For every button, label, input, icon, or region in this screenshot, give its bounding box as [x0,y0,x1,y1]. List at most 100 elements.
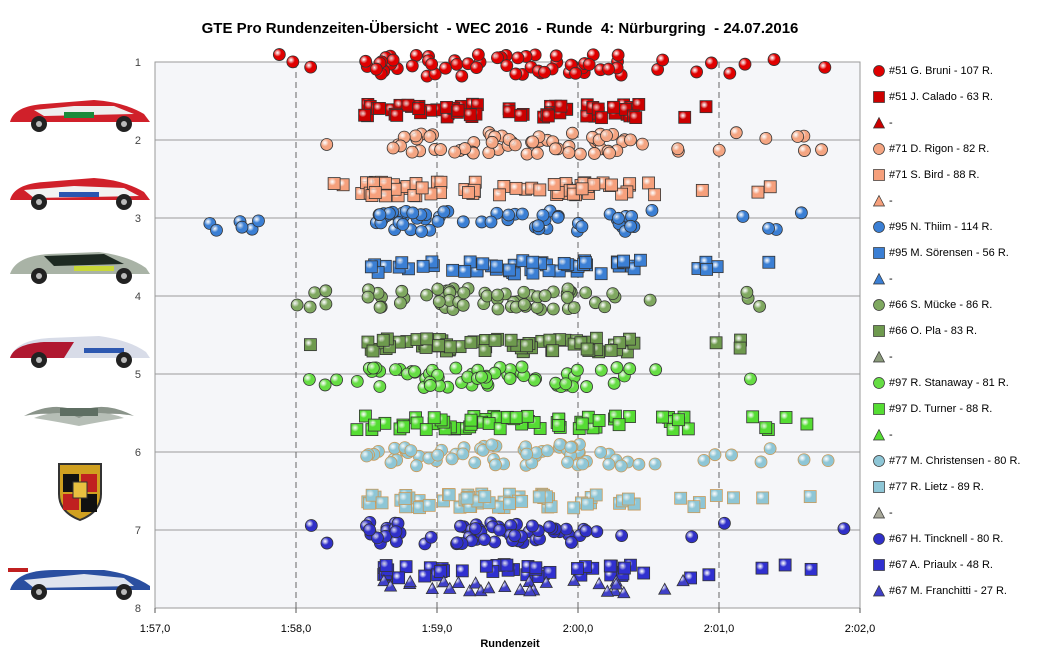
data-point [608,583,622,597]
data-point [439,61,452,75]
data-point [610,361,624,374]
data-point [509,411,523,425]
data-point [600,129,613,143]
data-point [794,206,808,220]
data-point [364,260,378,274]
data-point [515,360,529,374]
data-point [649,363,663,377]
data-point [386,141,400,155]
data-point [570,363,584,377]
data-point [442,488,456,502]
data-point [762,221,775,235]
data-point [420,288,434,302]
series-10-points [304,331,747,359]
legend-square-icon [873,559,885,571]
series-12-points [302,360,757,394]
data-point [594,445,608,459]
series-19-points [377,558,818,585]
data-point [803,490,817,504]
chart-title: GTE Pro Rundenzeiten-Übersicht - WEC 201… [201,20,799,37]
data-point [350,374,364,388]
series-7-points [364,253,776,281]
data-point [404,444,418,457]
data-point [434,565,447,578]
data-point [559,522,573,536]
data-point [457,286,471,300]
y-tick-label: 2 [135,135,141,147]
data-point [733,341,747,355]
data-point [320,138,334,151]
data-point [358,108,371,122]
data-point [272,48,286,61]
legend-entry: #97 R. Stanaway - 81 R. [872,375,1009,391]
y-tick-label: 5 [135,369,141,381]
legend-circle-icon [873,533,885,545]
data-point [759,421,773,435]
data-point [520,447,534,461]
data-point [470,61,483,74]
data-point [319,284,333,298]
legend-entry: - [872,115,893,131]
data-point [359,54,373,68]
data-point [320,536,334,550]
data-point [431,282,445,296]
data-point [479,559,493,573]
data-point [562,146,576,160]
data-point [736,210,750,223]
series-20-points [377,573,690,599]
data-point [557,256,571,270]
data-point [373,300,387,314]
data-point [419,423,433,436]
legend-entry: #66 O. Pla - 83 R. [872,323,977,339]
data-point [623,410,636,423]
legend-triangle-icon [872,272,886,285]
data-point [458,264,472,278]
data-point [615,529,629,543]
data-point [377,573,391,587]
legend-triangle-icon [872,584,886,597]
data-point [509,67,523,81]
data-point [549,49,563,63]
data-point [373,380,387,393]
data-point [575,182,589,196]
data-point [502,263,516,277]
data-point [455,69,469,83]
data-point [415,225,428,238]
legend-circle-icon [873,143,885,155]
data-point [361,290,375,304]
data-point [449,361,463,375]
legend-entry: - [872,427,893,443]
data-point [415,181,429,195]
y-tick-label: 3 [135,213,141,225]
data-point [383,579,398,592]
data-point [363,523,376,537]
data-point [431,214,445,228]
legend-circle-icon [873,377,885,389]
data-point [791,130,805,143]
data-point [800,417,814,431]
legend-label: #97 R. Stanaway - 81 R. [889,377,1009,389]
legend-square-icon [873,325,885,337]
data-point [425,57,439,71]
data-point [554,99,568,113]
data-point [319,297,333,311]
data-point [405,59,419,73]
data-point [304,338,317,352]
legend-label: #67 A. Priaulx - 48 R. [889,559,993,571]
data-point [365,488,379,502]
legend-entry: - [872,505,893,521]
data-point [551,210,565,224]
data-point [605,178,618,192]
data-point [624,219,638,233]
data-point [485,135,499,149]
data-point [815,143,828,157]
data-point [725,448,738,462]
data-point [528,373,541,387]
data-point [590,525,604,539]
data-point [751,185,765,199]
data-point [369,62,383,76]
x-tick-label: 2:02,0 [845,623,876,635]
data-point [450,57,464,71]
data-point [538,289,552,303]
data-point [607,376,621,390]
